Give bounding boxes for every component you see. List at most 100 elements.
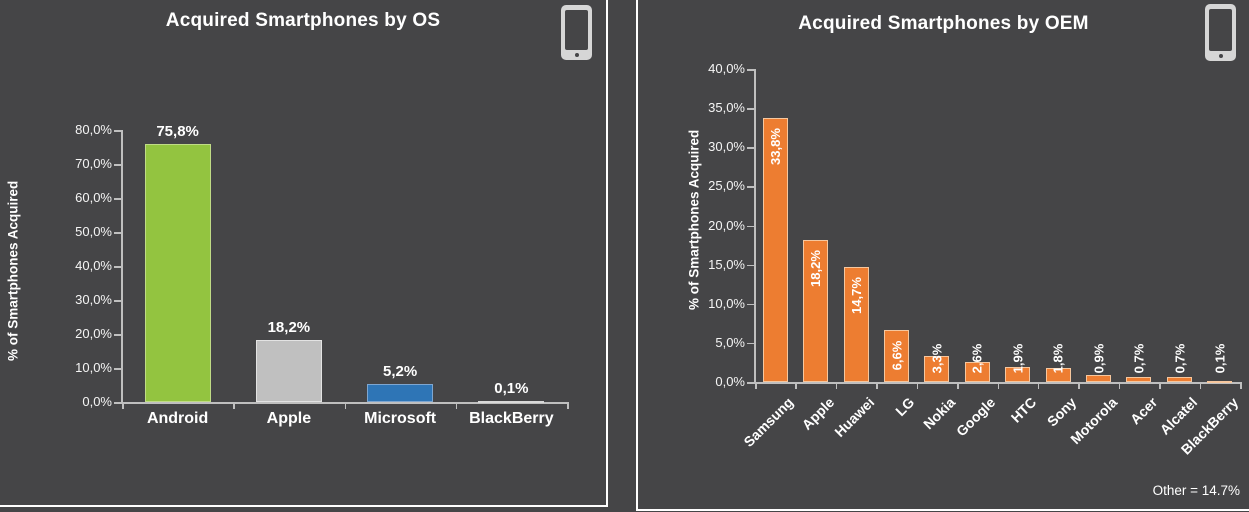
os-chart-title: Acquired Smartphones by OS (165, 10, 441, 31)
value-label-apple: 18,2% (807, 244, 825, 294)
value-label-apple: 18,2% (267, 319, 311, 337)
y-axis-line (754, 69, 756, 382)
y-tick-mark (747, 225, 754, 227)
y-tick-mark (747, 108, 754, 110)
bar-motorola (1086, 374, 1112, 382)
value-label-acer: 0,7% (1130, 337, 1148, 379)
value-label-google: 2,6% (968, 337, 986, 379)
bar-alcatel (1166, 376, 1192, 382)
y-tick-mark (114, 300, 121, 302)
bar-sony (1045, 367, 1071, 382)
x-tick-mark (122, 402, 124, 409)
y-tick-mark (114, 198, 121, 200)
y-tick-label: 10,0% (75, 360, 112, 375)
y-tick-label: 70,0% (75, 156, 112, 171)
value-label-text: 0,7% (1171, 343, 1187, 373)
y-tick-mark (114, 402, 121, 404)
value-label-text: 0,1% (1212, 343, 1228, 373)
y-tick-label: 0,0% (82, 394, 112, 409)
x-axis-line (121, 402, 567, 404)
value-label-text: 6,6% (888, 340, 904, 371)
x-tick-mark (997, 382, 999, 389)
y-tick-mark (747, 147, 754, 149)
y-tick-mark (747, 303, 754, 306)
x-tick-mark (455, 402, 458, 409)
bar-samsung (762, 117, 788, 382)
y-tick-label: 5,0% (715, 334, 745, 350)
y-tick-mark (114, 334, 121, 336)
y-tick-label: 25,0% (708, 178, 745, 194)
y-tick-mark (114, 130, 121, 132)
category-label-android: Android (146, 410, 209, 427)
bar-huawei (843, 266, 869, 382)
value-label-text: 1,9% (1010, 343, 1026, 373)
y-tick-mark (114, 368, 121, 370)
value-label-text: 0,7% (1131, 343, 1147, 373)
bar-android (144, 144, 211, 402)
y-tick-label: 50,0% (75, 224, 112, 239)
category-label-apple: Apple (266, 410, 312, 427)
y-tick-label: 40,0% (75, 258, 112, 273)
y-axis-line (121, 130, 123, 402)
y-tick-label: 15,0% (708, 256, 745, 272)
bar-apple (255, 340, 322, 402)
value-label-sony: 1,8% (1049, 337, 1067, 379)
y-tick-label: 60,0% (75, 190, 112, 205)
value-label-text: 1,8% (1050, 343, 1066, 373)
x-tick-mark (957, 382, 959, 389)
y-tick-mark (747, 264, 754, 267)
value-label-microsoft: 5,2% (383, 363, 418, 381)
x-tick-mark (1240, 382, 1242, 389)
y-tick-label: 20,0% (75, 326, 112, 341)
bar-lg (883, 330, 909, 382)
smartphone-icon (561, 5, 592, 60)
x-tick-mark (1078, 382, 1080, 389)
x-axis-line (754, 382, 1240, 384)
x-tick-mark (1118, 382, 1121, 389)
value-label-android: 75,8% (156, 123, 199, 141)
x-tick-mark (1159, 382, 1161, 389)
value-label-alcatel: 0,7% (1170, 337, 1188, 379)
bar-apple (803, 239, 829, 382)
value-label-text: 18,2% (808, 249, 824, 287)
y-tick-mark (114, 266, 121, 268)
phone-home-button-dot (574, 53, 579, 57)
y-tick-label: 0,0% (715, 374, 745, 389)
phone-home-button-dot (1218, 54, 1223, 58)
value-label-blackberry: 0,1% (1211, 337, 1229, 379)
smartphone-icon (1205, 4, 1236, 61)
y-tick-mark (747, 342, 754, 345)
phone-screen (1209, 9, 1232, 51)
x-tick-mark (567, 402, 569, 409)
y-tick-mark (747, 186, 754, 188)
value-label-text: 14,7% (848, 277, 864, 315)
bar-microsoft (367, 384, 434, 402)
value-label-blackberry: 0,1% (494, 380, 529, 397)
other-share-annotation: Other = 14.7% (1152, 483, 1240, 498)
category-label-blackberry: BlackBerry (469, 410, 554, 427)
os-y-axis-title: % of Smartphones Acquired (5, 180, 21, 362)
value-label-nokia: 3,3% (928, 337, 946, 379)
value-label-htc: 1,9% (1009, 337, 1027, 379)
y-tick-mark (747, 69, 754, 71)
value-label-huawei: 14,7% (847, 271, 865, 321)
x-tick-mark (876, 382, 878, 389)
value-label-samsung: 33,8% (766, 122, 784, 172)
bar-blackberry (478, 401, 545, 403)
x-tick-mark (1199, 382, 1202, 389)
x-tick-mark (1037, 382, 1040, 389)
y-tick-label: 20,0% (708, 217, 745, 233)
x-tick-mark (344, 402, 346, 409)
y-tick-mark (114, 164, 121, 166)
bar-google (964, 361, 990, 382)
value-label-text: 2,6% (969, 343, 985, 373)
y-tick-label: 40,0% (708, 61, 745, 76)
bar-htc (1005, 367, 1031, 382)
value-label-lg: 6,6% (887, 334, 905, 376)
oem-chart-title: Acquired Smartphones by OEM (798, 13, 1089, 34)
x-tick-mark (795, 382, 797, 389)
category-label-microsoft: Microsoft (364, 410, 437, 427)
y-tick-label: 30,0% (75, 292, 112, 307)
bar-blackberry (1207, 381, 1233, 383)
